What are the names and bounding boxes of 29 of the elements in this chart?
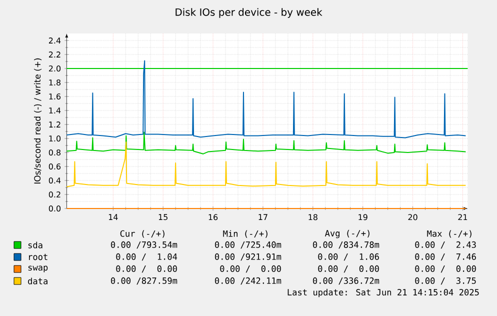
text: 0.00 / 1.04 — [116, 253, 178, 261]
text: Max (-/+) — [427, 230, 472, 238]
line-series — [66, 60, 466, 138]
text: 0.00 /242.11m — [214, 277, 282, 285]
legend-label: swap — [28, 266, 48, 272]
text: 0.00 / 2.43 — [415, 241, 476, 249]
legend-label: data — [28, 278, 48, 284]
text: 0.00 / 0.00 — [415, 265, 476, 273]
text: 0.00 /793.54m — [110, 241, 178, 249]
text: 0.00 / 0.00 — [318, 265, 379, 273]
text: 0.00 /827.59m — [110, 277, 178, 285]
legend-label: root — [29, 254, 48, 260]
text: 0.00 /725.40m — [214, 241, 282, 249]
text: 0.00 / 1.06 — [318, 253, 379, 261]
text: Last update: Sat Jun 21 14:15:04 2025 — [288, 288, 479, 298]
text: Avg (-/+) — [324, 230, 370, 238]
chart-title: Disk IOs per device - by week — [176, 8, 322, 18]
line-series — [66, 132, 466, 154]
text: 0.00 / 0.00 — [220, 265, 281, 273]
text: 0.00 /834.78m — [312, 241, 380, 249]
y-axis-title: IOs/second read (-) / write (+) — [34, 58, 42, 184]
legend-label: sda — [28, 242, 42, 248]
text: 0.00 / 3.75 — [415, 277, 476, 285]
text: 0.00 / 0.00 — [116, 265, 177, 273]
text: 0.00 /921.91m — [214, 253, 282, 261]
text: 0.00 / 7.46 — [415, 253, 476, 261]
text: Cur (-/+) — [120, 230, 164, 238]
text: 0.00 /336.72m — [312, 277, 380, 285]
text: Min (-/+) — [223, 230, 268, 238]
